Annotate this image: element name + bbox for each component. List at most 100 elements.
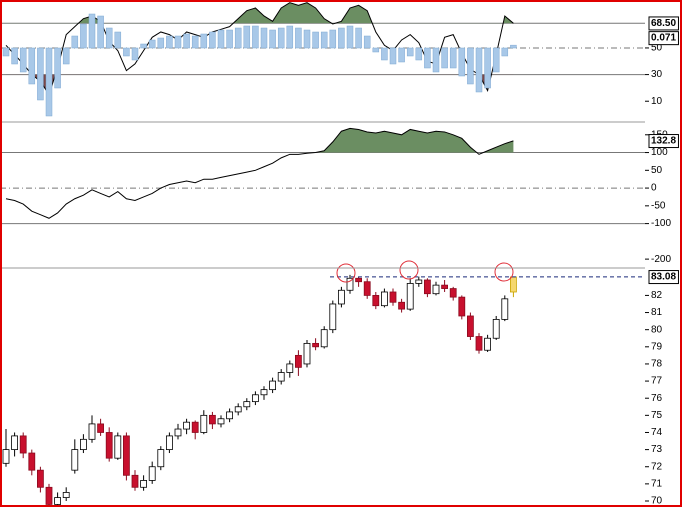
candle-body [37, 469, 44, 488]
indicator-line [5, 127, 514, 219]
histogram-bar [105, 27, 113, 49]
histogram-bar [312, 31, 319, 49]
y-tick-label: 81 [651, 307, 663, 318]
candle-body [286, 363, 294, 373]
histogram-bar [449, 47, 457, 69]
histogram-bar [11, 47, 18, 65]
histogram-bar [303, 29, 311, 49]
histogram-bar [492, 47, 500, 73]
candle-body [165, 435, 173, 451]
candle-body [312, 342, 320, 348]
histogram-bar [467, 47, 474, 85]
histogram-bar [363, 35, 371, 49]
candle-body [329, 303, 337, 331]
histogram-bar [234, 27, 242, 49]
histogram-bar [484, 47, 491, 89]
y-tick-label: -100 [651, 218, 671, 229]
last-value-box [648, 270, 679, 285]
candle-body [123, 435, 130, 476]
candle-body [501, 298, 509, 320]
histogram-bar [432, 47, 440, 73]
y-tick-label: -50 [651, 200, 666, 211]
candle-body [320, 329, 328, 348]
histogram-bar [157, 37, 165, 49]
y-tick-label: 70 [651, 496, 663, 507]
histogram-bar [174, 35, 182, 49]
candle-body [398, 301, 406, 310]
histogram-bar [183, 33, 190, 49]
y-tick-label: 80 [651, 324, 663, 335]
y-tick-label: 76 [651, 393, 663, 404]
histogram-bar [346, 25, 354, 49]
histogram-bar [217, 29, 225, 49]
candle-body [226, 411, 234, 420]
candle-body [174, 428, 182, 437]
histogram-bar [329, 29, 337, 49]
histogram-bar [243, 25, 251, 49]
histogram-bar [381, 47, 388, 61]
histogram-bar [277, 27, 285, 49]
candle-body [484, 337, 492, 351]
candle-body [346, 277, 354, 291]
candle-body [243, 401, 251, 408]
histogram-bar [191, 35, 199, 49]
y-tick-label: 10 [651, 96, 663, 107]
y-tick-label: 71 [651, 479, 663, 490]
y-tick-label: -200 [651, 254, 671, 265]
y-tick-label: 75 [651, 410, 663, 421]
candle-body [277, 372, 285, 382]
candle-body [251, 394, 259, 403]
histogram-bar [140, 43, 147, 49]
histogram-bar [269, 29, 276, 49]
candle-body [449, 288, 457, 298]
candle-body [269, 380, 277, 391]
histogram-bar [166, 35, 173, 49]
candle-body [509, 276, 517, 293]
candle-body [62, 492, 70, 498]
candle-body [157, 449, 165, 468]
y-tick-label: 74 [651, 427, 663, 438]
y-tick-label: 50 [651, 165, 663, 176]
candle-body [355, 277, 363, 283]
histogram-bar [286, 25, 294, 49]
y-tick-label: 77 [651, 376, 663, 387]
candle-body [466, 315, 474, 337]
histogram-bar [320, 31, 328, 49]
histogram-bar [260, 27, 268, 49]
y-tick-label: 82 [651, 290, 663, 301]
histogram-bar [123, 47, 130, 57]
last-value-box [648, 16, 679, 31]
histogram-bar [338, 27, 345, 49]
histogram-bar [88, 13, 96, 49]
histogram-bar [424, 47, 431, 69]
last-value-label: 83.08 [651, 272, 676, 283]
top-circle [494, 262, 514, 282]
top-circle [336, 263, 356, 283]
candle-body [294, 354, 302, 368]
histogram-bar [501, 47, 509, 57]
last-value-box [648, 31, 679, 46]
candle-body [234, 406, 242, 413]
threshold-fill [78, 2, 514, 24]
last-value-box [648, 134, 679, 149]
last-value-label: 0.071 [651, 33, 676, 44]
last-value-label: 132.8 [651, 136, 676, 147]
histogram-bar [200, 33, 208, 49]
y-tick-label: 78 [651, 359, 663, 370]
histogram-bar [441, 47, 448, 69]
y-tick-label: 100 [651, 147, 668, 158]
candle-body [441, 284, 449, 289]
y-tick-label: 50 [651, 43, 663, 54]
candle-body [200, 414, 208, 433]
candle-body [260, 389, 268, 396]
histogram-bar [226, 29, 233, 49]
histogram-bar [19, 47, 27, 73]
y-tick-label: 79 [651, 341, 663, 352]
candle-body [337, 289, 345, 305]
histogram-bar [54, 47, 61, 89]
histogram-bar [97, 15, 104, 49]
candle-body [217, 418, 225, 425]
histogram-bar [131, 47, 139, 61]
